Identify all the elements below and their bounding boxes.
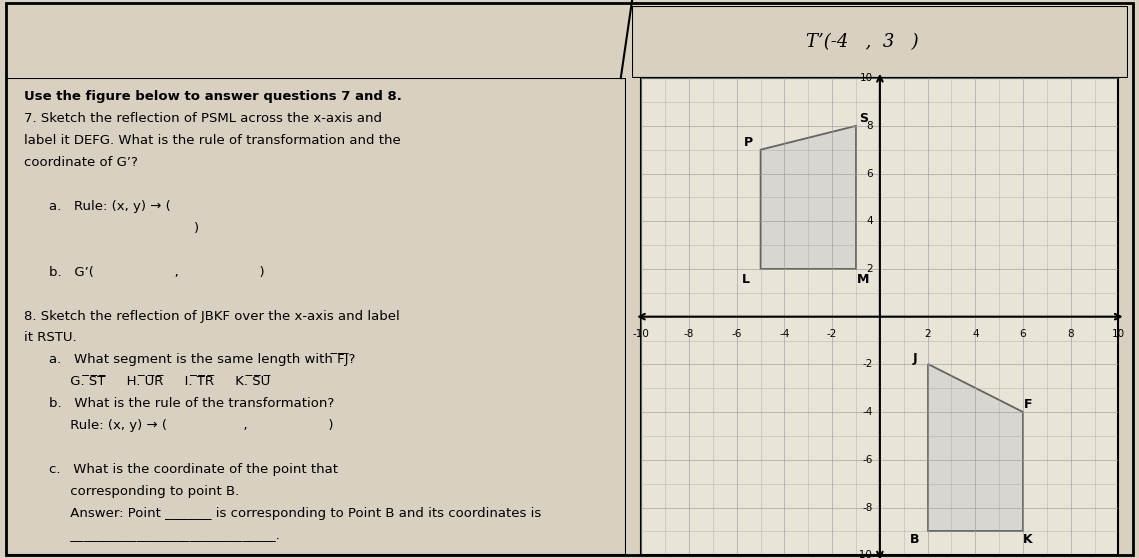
Text: B: B [910,533,919,546]
Text: F: F [1024,398,1032,411]
Text: 8: 8 [866,121,872,131]
Polygon shape [927,364,1023,531]
Text: c.   What is the coordinate of the point that: c. What is the coordinate of the point t… [49,463,338,476]
Text: 10: 10 [860,73,872,83]
Text: 10: 10 [1112,329,1125,339]
Text: b.   G’(                   ,                   ): b. G’( , ) [49,266,264,278]
Text: 6: 6 [866,169,872,179]
Text: -4: -4 [862,407,872,417]
Text: 8: 8 [1067,329,1074,339]
Text: -10: -10 [855,550,872,558]
Text: -8: -8 [862,503,872,512]
Text: T’(-4   ,  3   ): T’(-4 , 3 ) [805,33,918,51]
Text: S: S [859,112,868,125]
Text: 4: 4 [866,217,872,226]
Text: -2: -2 [827,329,837,339]
Text: -10: -10 [633,329,649,339]
Text: b.   What is the rule of the transformation?: b. What is the rule of the transformatio… [49,397,335,410]
Text: -8: -8 [683,329,695,339]
Text: 2: 2 [924,329,931,339]
Text: K: K [1023,533,1033,546]
Text: 2: 2 [866,264,872,274]
Text: a.   Rule: (x, y) → (: a. Rule: (x, y) → ( [49,200,171,213]
Text: 7. Sketch the reflection of PSML across the x-axis and: 7. Sketch the reflection of PSML across … [24,112,383,125]
Text: G. ̅S̅T̅     H. ̅U̅R̅     I. ̅T̅R̅     K. ̅S̅U̅: G. ̅S̅T̅ H. ̅U̅R̅ I. ̅T̅R̅ K. ̅S̅U̅ [49,376,270,388]
Polygon shape [761,126,857,269]
Text: it RSTU.: it RSTU. [24,331,77,344]
Text: 8. Sketch the reflection of JBKF over the x-axis and label: 8. Sketch the reflection of JBKF over th… [24,310,400,323]
Bar [641,78,1118,555]
Text: -4: -4 [779,329,789,339]
Text: 6: 6 [1019,329,1026,339]
Text: Use the figure below to answer questions 7 and 8.: Use the figure below to answer questions… [24,90,402,103]
Text: -6: -6 [862,455,872,465]
Text: label it DEFG. What is the rule of transformation and the: label it DEFG. What is the rule of trans… [24,134,401,147]
Text: J: J [912,352,917,365]
Text: a.   What segment is the same length with ̅F̅J̅?: a. What segment is the same length with … [49,353,355,367]
Text: M: M [857,273,869,286]
Text: corresponding to point B.: corresponding to point B. [49,485,239,498]
Text: Rule: (x, y) → (                  ,                   ): Rule: (x, y) → ( , ) [49,419,334,432]
Text: Answer: Point _______ is corresponding to Point B and its coordinates is: Answer: Point _______ is corresponding t… [49,507,541,520]
Text: -6: -6 [731,329,741,339]
Text: ): ) [24,222,199,235]
Text: coordinate of G’?: coordinate of G’? [24,156,138,169]
Text: -2: -2 [862,359,872,369]
Text: _______________________________.: _______________________________. [49,529,280,542]
Text: L: L [743,273,751,286]
Text: P: P [744,136,753,149]
Text: 4: 4 [972,329,978,339]
